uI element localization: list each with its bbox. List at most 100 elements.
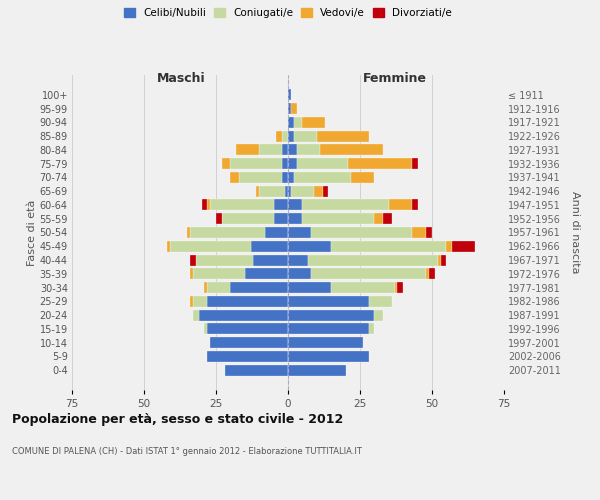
Bar xyxy=(282,172,288,183)
Bar xyxy=(288,90,291,101)
Bar xyxy=(205,282,208,293)
Bar xyxy=(274,200,288,210)
Bar xyxy=(374,213,383,224)
Bar xyxy=(170,241,251,252)
Bar xyxy=(190,296,193,307)
Bar xyxy=(230,158,282,169)
Bar xyxy=(452,241,475,252)
Bar xyxy=(426,268,429,280)
Bar xyxy=(288,351,368,362)
Bar xyxy=(285,186,288,196)
Bar xyxy=(389,200,412,210)
Bar xyxy=(440,254,446,266)
Bar xyxy=(302,200,389,210)
Bar xyxy=(222,213,274,224)
Bar xyxy=(288,296,368,307)
Bar xyxy=(245,268,288,280)
Bar xyxy=(282,130,288,141)
Bar xyxy=(296,158,349,169)
Bar xyxy=(331,282,395,293)
Bar xyxy=(288,227,311,238)
Bar xyxy=(412,200,418,210)
Bar xyxy=(349,158,412,169)
Bar xyxy=(288,200,302,210)
Bar xyxy=(352,172,374,183)
Bar xyxy=(208,200,210,210)
Bar xyxy=(288,324,368,334)
Bar xyxy=(288,172,294,183)
Bar xyxy=(282,158,288,169)
Bar xyxy=(331,241,446,252)
Bar xyxy=(208,324,288,334)
Bar xyxy=(193,310,199,320)
Bar xyxy=(288,213,302,224)
Bar xyxy=(294,117,302,128)
Bar xyxy=(383,213,392,224)
Bar xyxy=(239,172,282,183)
Bar xyxy=(256,186,259,196)
Bar xyxy=(288,364,346,376)
Bar xyxy=(187,227,190,238)
Bar xyxy=(288,268,311,280)
Bar xyxy=(288,144,296,156)
Bar xyxy=(323,186,328,196)
Bar xyxy=(302,117,325,128)
Bar xyxy=(291,103,296,114)
Bar xyxy=(296,144,320,156)
Bar xyxy=(282,144,288,156)
Bar xyxy=(288,117,294,128)
Bar xyxy=(190,254,196,266)
Bar xyxy=(395,282,397,293)
Bar xyxy=(265,227,288,238)
Bar xyxy=(438,254,440,266)
Bar xyxy=(412,227,426,238)
Text: Popolazione per età, sesso e stato civile - 2012: Popolazione per età, sesso e stato civil… xyxy=(12,412,343,426)
Bar xyxy=(397,282,403,293)
Bar xyxy=(251,241,288,252)
Bar xyxy=(291,186,314,196)
Bar xyxy=(216,213,222,224)
Bar xyxy=(302,213,374,224)
Bar xyxy=(190,227,265,238)
Bar xyxy=(193,296,208,307)
Y-axis label: Fasce di età: Fasce di età xyxy=(26,200,37,266)
Bar xyxy=(288,282,331,293)
Bar xyxy=(230,172,239,183)
Bar xyxy=(202,200,208,210)
Bar xyxy=(288,186,291,196)
Bar xyxy=(288,130,294,141)
Bar xyxy=(314,186,323,196)
Text: Maschi: Maschi xyxy=(157,72,206,85)
Bar xyxy=(208,296,288,307)
Bar xyxy=(190,268,193,280)
Bar xyxy=(259,144,282,156)
Bar xyxy=(429,268,435,280)
Bar xyxy=(277,130,282,141)
Text: COMUNE DI PALENA (CH) - Dati ISTAT 1° gennaio 2012 - Elaborazione TUTTITALIA.IT: COMUNE DI PALENA (CH) - Dati ISTAT 1° ge… xyxy=(12,448,362,456)
Bar xyxy=(196,254,253,266)
Bar xyxy=(193,268,245,280)
Bar xyxy=(288,310,374,320)
Bar xyxy=(208,282,230,293)
Bar xyxy=(294,172,352,183)
Bar xyxy=(222,158,230,169)
Bar xyxy=(210,200,274,210)
Bar xyxy=(426,227,432,238)
Bar xyxy=(253,254,288,266)
Bar xyxy=(288,158,296,169)
Bar xyxy=(368,324,374,334)
Bar xyxy=(288,337,363,348)
Bar xyxy=(167,241,170,252)
Bar xyxy=(311,227,412,238)
Bar xyxy=(374,310,383,320)
Bar xyxy=(274,213,288,224)
Bar xyxy=(205,324,208,334)
Bar xyxy=(311,268,426,280)
Bar xyxy=(412,158,418,169)
Bar xyxy=(317,130,368,141)
Bar xyxy=(210,337,288,348)
Y-axis label: Anni di nascita: Anni di nascita xyxy=(571,191,580,274)
Bar xyxy=(230,282,288,293)
Bar xyxy=(259,186,285,196)
Bar xyxy=(308,254,438,266)
